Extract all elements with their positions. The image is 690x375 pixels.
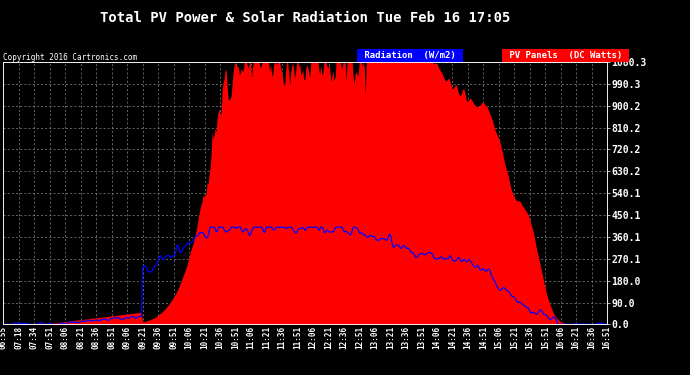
Text: 09:21: 09:21 xyxy=(138,326,147,348)
Text: 07:18: 07:18 xyxy=(14,326,23,348)
Text: 16:51: 16:51 xyxy=(602,326,612,348)
Text: 13:06: 13:06 xyxy=(371,326,380,348)
Text: 08:06: 08:06 xyxy=(61,326,70,348)
Text: Radiation  (W/m2): Radiation (W/m2) xyxy=(359,51,461,60)
Text: 16:21: 16:21 xyxy=(572,326,581,348)
Text: 15:51: 15:51 xyxy=(541,326,550,348)
Text: 09:36: 09:36 xyxy=(154,326,163,348)
Text: 12:51: 12:51 xyxy=(355,326,364,348)
Text: 14:21: 14:21 xyxy=(448,326,457,348)
Text: 15:21: 15:21 xyxy=(510,326,519,348)
Text: 13:51: 13:51 xyxy=(417,326,426,348)
Text: 14:06: 14:06 xyxy=(433,326,442,348)
Text: 09:51: 09:51 xyxy=(169,326,178,348)
Text: 08:21: 08:21 xyxy=(77,326,86,348)
Text: 07:34: 07:34 xyxy=(30,326,39,348)
Text: 10:36: 10:36 xyxy=(216,326,225,348)
Text: 14:36: 14:36 xyxy=(464,326,473,348)
Text: 12:36: 12:36 xyxy=(339,326,348,348)
Text: 11:36: 11:36 xyxy=(277,326,286,348)
Text: 10:51: 10:51 xyxy=(231,326,240,348)
Text: 10:06: 10:06 xyxy=(185,326,194,348)
Text: 11:06: 11:06 xyxy=(246,326,255,348)
Text: 14:51: 14:51 xyxy=(479,326,488,348)
Text: 12:21: 12:21 xyxy=(324,326,333,348)
Text: 16:36: 16:36 xyxy=(587,326,596,348)
Text: 10:21: 10:21 xyxy=(200,326,209,348)
Text: Copyright 2016 Cartronics.com: Copyright 2016 Cartronics.com xyxy=(3,53,137,62)
Text: PV Panels  (DC Watts): PV Panels (DC Watts) xyxy=(504,51,627,60)
Text: 15:36: 15:36 xyxy=(525,326,534,348)
Text: 06:55: 06:55 xyxy=(0,326,8,348)
Text: Total PV Power & Solar Radiation Tue Feb 16 17:05: Total PV Power & Solar Radiation Tue Feb… xyxy=(100,11,511,25)
Text: 15:06: 15:06 xyxy=(494,326,503,348)
Text: 07:51: 07:51 xyxy=(46,326,55,348)
Text: 08:36: 08:36 xyxy=(92,326,101,348)
Text: 11:51: 11:51 xyxy=(293,326,302,348)
Text: 12:06: 12:06 xyxy=(308,326,317,348)
Text: 16:06: 16:06 xyxy=(556,326,565,348)
Text: 13:21: 13:21 xyxy=(386,326,395,348)
Text: 13:36: 13:36 xyxy=(402,326,411,348)
Text: 08:51: 08:51 xyxy=(108,326,117,348)
Text: 11:21: 11:21 xyxy=(262,326,271,348)
Text: 09:06: 09:06 xyxy=(123,326,132,348)
